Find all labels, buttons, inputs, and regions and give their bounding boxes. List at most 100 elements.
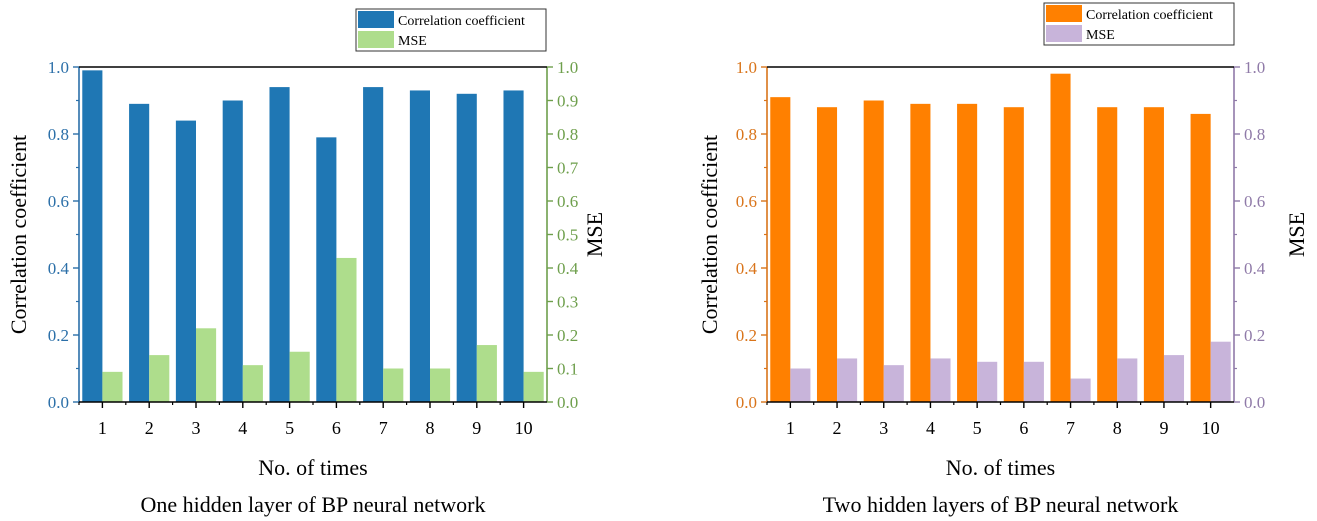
bar-correlation-6	[316, 137, 337, 402]
y-tick-label: 0.0	[736, 393, 757, 412]
bar-mse-5	[289, 351, 310, 402]
bar-correlation-5	[957, 103, 978, 402]
y-tick-label: 0.2	[48, 326, 69, 345]
bar-mse-8	[1117, 358, 1138, 402]
y2-tick-label: 0.4	[557, 259, 579, 278]
bar-correlation-8	[1097, 107, 1118, 402]
bar-correlation-6	[1003, 107, 1024, 402]
x-tick-label: 5	[973, 418, 982, 438]
y2-tick-label: 1.0	[557, 58, 578, 77]
chart-panel-2: 0.0 0.2 0.4 0.6 0.8 1.0 0.0 0.2 0.4 0.6 0.8 1.0 1 2 3 4…	[697, 2, 1309, 517]
bar-mse-4	[930, 358, 951, 402]
legend: Correlation coefficient MSE	[355, 8, 547, 52]
bar-correlation-9	[456, 93, 477, 403]
bar-mse-5	[977, 361, 998, 402]
bar-mse-1	[102, 371, 123, 402]
x-tick-label: 2	[145, 418, 154, 438]
bar-mse-10	[1210, 341, 1231, 402]
legend-label: Correlation coefficient	[1086, 8, 1213, 23]
y2-tick-label: 0.8	[1244, 125, 1265, 144]
y2-tick-label: 0.2	[1244, 326, 1265, 345]
y-axis-title: Correlation coefficient	[697, 135, 722, 334]
x-tick-label: 7	[1066, 418, 1075, 438]
bar-mse-3	[196, 328, 217, 402]
bar-mse-7	[1070, 378, 1091, 402]
x-tick-label: 3	[879, 418, 888, 438]
y2-tick-label: 0.0	[557, 393, 578, 412]
y2-tick-label: 0.1	[557, 360, 578, 379]
x-tick-label: 7	[379, 418, 388, 438]
chart-caption: One hidden layer of BP neural network	[141, 492, 486, 517]
bar-correlation-5	[269, 87, 290, 402]
bar-correlation-9	[1143, 107, 1164, 402]
bar-mse-3	[883, 365, 904, 402]
legend: Correlation coefficient MSE	[1043, 2, 1235, 46]
chart-caption: Two hidden layers of BP neural network	[823, 492, 1179, 517]
legend-swatch	[1046, 25, 1082, 42]
bar-correlation-2	[129, 103, 150, 402]
x-tick-label: 3	[192, 418, 201, 438]
bar-mse-9	[476, 345, 497, 402]
x-tick-label: 1	[786, 418, 795, 438]
bar-mse-6	[336, 257, 357, 402]
bar-mse-2	[149, 355, 170, 402]
y2-axis-title: MSE	[582, 212, 607, 257]
x-tick-label: 6	[332, 418, 341, 438]
y-tick-label: 0.0	[48, 393, 69, 412]
bar-correlation-1	[82, 70, 103, 402]
bar-mse-10	[523, 371, 544, 402]
bar-correlation-3	[863, 100, 884, 402]
y-tick-label: 1.0	[48, 58, 69, 77]
x-tick-label: 6	[1019, 418, 1028, 438]
legend-label: MSE	[398, 34, 427, 49]
bar-mse-6	[1023, 361, 1044, 402]
legend-swatch	[358, 11, 394, 28]
bar-correlation-10	[1190, 113, 1211, 403]
y2-tick-label: 0.6	[557, 192, 578, 211]
y2-axis-title: MSE	[1284, 212, 1309, 257]
y-tick-label: 0.4	[736, 259, 758, 278]
y2-tick-label: 0.9	[557, 92, 578, 111]
bar-mse-7	[383, 368, 404, 402]
y2-tick-label: 0.7	[557, 159, 579, 178]
x-tick-label: 1	[98, 418, 107, 438]
y2-tick-label: 0.6	[1244, 192, 1265, 211]
y-axis-title: Correlation coefficient	[6, 135, 31, 334]
bar-correlation-4	[222, 100, 243, 402]
bar-correlation-10	[503, 90, 524, 402]
y2-tick-label: 0.0	[1244, 393, 1265, 412]
bar-mse-2	[837, 358, 858, 402]
x-tick-label: 8	[426, 418, 435, 438]
x-tick-label: 4	[926, 418, 935, 438]
bar-correlation-8	[409, 90, 430, 402]
y2-tick-label: 0.2	[557, 326, 578, 345]
x-tick-label: 5	[285, 418, 294, 438]
bar-correlation-7	[363, 87, 384, 402]
bar-correlation-2	[816, 107, 838, 402]
y-tick-label: 0.4	[48, 259, 70, 278]
bar-correlation-4	[910, 103, 931, 402]
y2-tick-label: 0.5	[557, 226, 578, 245]
x-tick-label: 2	[833, 418, 842, 438]
bar-mse-1	[790, 368, 811, 402]
x-tick-label: 10	[515, 418, 533, 438]
bar-correlation-3	[175, 120, 196, 402]
legend-label: Correlation coefficient	[398, 14, 525, 29]
legend-label: MSE	[1086, 28, 1115, 43]
legend-swatch	[1046, 5, 1082, 22]
y-tick-label: 0.6	[736, 192, 757, 211]
y-tick-label: 0.8	[736, 125, 757, 144]
x-tick-label: 9	[1159, 418, 1168, 438]
y-tick-label: 0.2	[736, 326, 757, 345]
bar-mse-4	[242, 365, 263, 402]
y-tick-label: 0.8	[48, 125, 69, 144]
x-tick-label: 8	[1113, 418, 1122, 438]
bar-correlation-1	[770, 97, 791, 403]
bar-mse-8	[430, 368, 451, 402]
x-tick-label: 4	[238, 418, 247, 438]
y-tick-label: 0.6	[48, 192, 69, 211]
x-tick-label: 10	[1202, 418, 1220, 438]
legend-swatch	[358, 31, 394, 48]
y2-tick-label: 0.4	[1244, 259, 1266, 278]
